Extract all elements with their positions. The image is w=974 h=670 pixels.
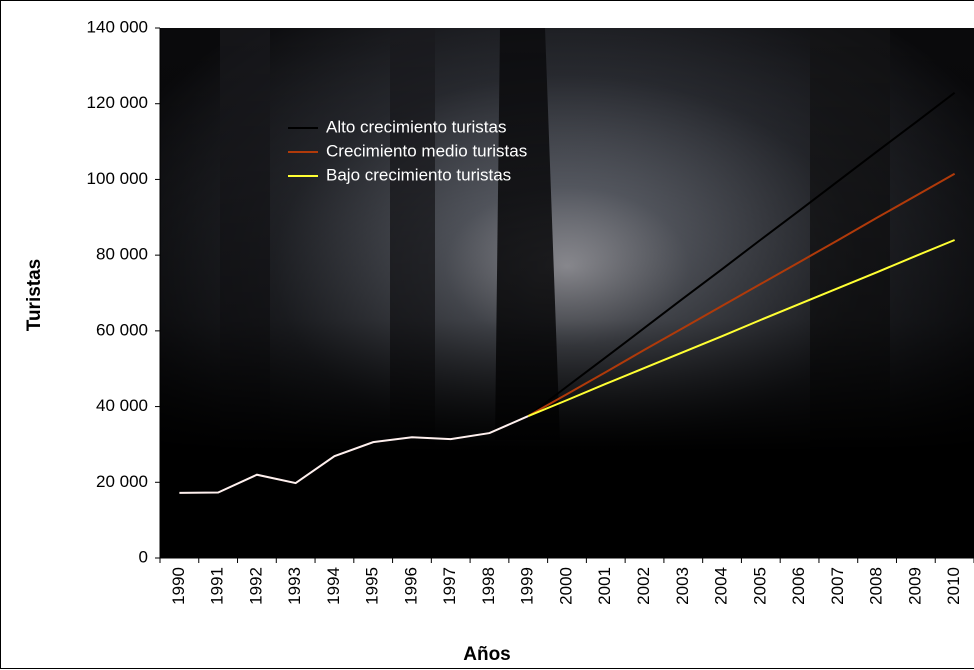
- x-tick-label: 1996: [401, 567, 420, 605]
- y-tick-label: 0: [139, 547, 148, 566]
- y-axis-title: Turistas: [24, 259, 45, 332]
- x-tick-label: 2002: [634, 567, 653, 605]
- x-tick-label: 2003: [673, 567, 692, 605]
- legend-label: Alto crecimiento turistas: [326, 117, 506, 136]
- x-tick-label: 1999: [518, 567, 537, 605]
- x-tick-label: 2004: [712, 567, 731, 605]
- y-tick-label: 20 000: [96, 472, 148, 491]
- x-tick-label: 1995: [363, 567, 382, 605]
- legend-label: Bajo crecimiento turistas: [326, 165, 511, 184]
- x-tick-label: 2009: [905, 567, 924, 605]
- x-tick-label: 2008: [867, 567, 886, 605]
- plot-background: [160, 28, 974, 558]
- legend-label: Crecimiento medio turistas: [326, 141, 527, 160]
- x-tick-label: 2010: [944, 567, 963, 605]
- x-tick-label: 1994: [324, 567, 343, 605]
- x-tick-label: 2001: [595, 567, 614, 605]
- series-line: [527, 91, 956, 417]
- x-tick-label: 1997: [440, 567, 459, 605]
- y-tick-label: 140 000: [87, 17, 148, 36]
- x-tick-label: 1998: [479, 567, 498, 605]
- x-tick-label: 1993: [285, 567, 304, 605]
- x-tick-label: 2000: [556, 567, 575, 605]
- x-tick-label: 1992: [246, 567, 265, 605]
- x-axis-title: Años: [463, 644, 511, 665]
- y-tick-label: 60 000: [96, 320, 148, 339]
- y-tick-label: 80 000: [96, 245, 148, 264]
- x-tick-label: 2007: [828, 567, 847, 605]
- x-tick-label: 2006: [789, 567, 808, 605]
- x-tick-label: 2005: [750, 567, 769, 605]
- series-line: [527, 239, 955, 417]
- series-line: [179, 415, 529, 494]
- y-tick-label: 120 000: [87, 93, 148, 112]
- x-tick-label: 1991: [208, 567, 227, 605]
- series-line: [527, 172, 956, 417]
- x-tick-label: 1990: [169, 567, 188, 605]
- y-tick-label: 40 000: [96, 396, 148, 415]
- y-tick-label: 100 000: [87, 169, 148, 188]
